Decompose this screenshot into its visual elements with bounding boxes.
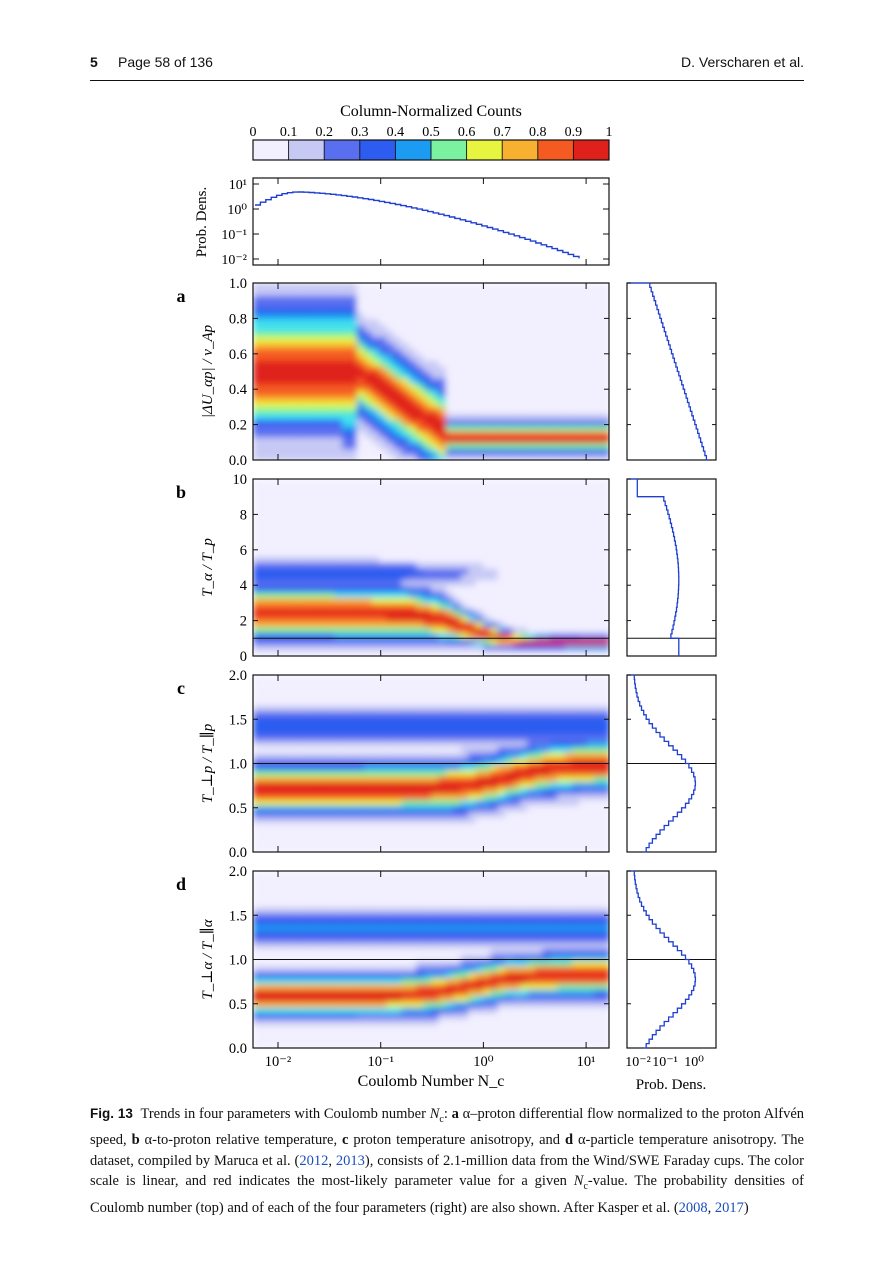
panel-letter: d [176, 874, 186, 894]
colorbar-cell [253, 140, 289, 160]
side-xtick-label: 10⁰ [684, 1055, 704, 1070]
colorbar-tick-labels: 0 0.1 0.2 0.3 0.4 0.5 0.6 0.7 0.8 0.9 1 [250, 125, 613, 140]
colorbar-tick-label: 0.4 [387, 125, 405, 140]
colorbar-tick-label: 0.6 [458, 125, 476, 140]
colorbar-title: Column-Normalized Counts [340, 103, 522, 120]
side-curve-d [627, 870, 697, 1049]
ytick-label: 0.8 [229, 311, 247, 327]
ytick-label: 2.0 [229, 864, 247, 880]
side-density-b [626, 478, 717, 657]
citation-link[interactable]: 2008 [678, 1199, 708, 1216]
colorbar [252, 139, 610, 161]
ytick-label: 1.0 [229, 953, 247, 969]
panel-c: 2.0 1.5 1.0 0.5 0.0 c T_⊥p / T_∥p [177, 668, 717, 861]
colorbar-cell [537, 140, 574, 160]
colorbar-tick-label: 0.7 [493, 125, 511, 140]
figure-caption: Fig. 13 Trends in four parameters with C… [90, 1106, 805, 1216]
ytick-label: 4 [240, 578, 248, 594]
panel-ylabel: T_⊥α / T_∥α [199, 918, 216, 999]
side-x-axis-label: Prob. Dens. [636, 1077, 706, 1093]
ytick-label: 8 [240, 507, 247, 523]
heatmap-c [253, 675, 609, 852]
colorbar-cell [573, 140, 610, 160]
side-xtick-label: 10⁻¹ [652, 1055, 678, 1070]
side-curve-c [627, 674, 697, 853]
ytick-label: 1.5 [229, 712, 247, 728]
page-header: 5 Page 58 of 136 D. Verscharen et al. [90, 52, 804, 76]
top-ytick-label: 10⁻¹ [221, 228, 247, 243]
side-curve-b [627, 478, 680, 656]
top-ytick-label: 10¹ [229, 178, 247, 193]
colorbar-tick-label: 0 [250, 125, 257, 140]
panel-letter: c [177, 678, 185, 698]
top-ylabel: Prob. Dens. [194, 187, 210, 257]
panel-ylabel: T_α / T_p [200, 538, 216, 597]
ytick-label: 2.0 [229, 668, 247, 684]
side-x-tick-labels: 10⁻² 10⁻¹ 10⁰ [625, 1055, 704, 1070]
coulomb-number-density-curve [255, 191, 580, 259]
side-density-a [626, 282, 717, 461]
ytick-label: 0 [240, 649, 247, 665]
ytick-label: 0.4 [229, 382, 248, 398]
colorbar-cell [431, 140, 467, 160]
x-tick-labels: 10⁻² 10⁻¹ 10⁰ 10¹ [265, 1054, 596, 1070]
ytick-label: 0.0 [229, 453, 247, 469]
colorbar-cell [466, 140, 503, 160]
ytick-label: 0.5 [229, 801, 247, 817]
heatmap-b [253, 479, 609, 656]
xtick-label: 10⁰ [473, 1054, 494, 1070]
running-authors: D. Verscharen et al. [681, 54, 804, 70]
xtick-label: 10⁻¹ [367, 1054, 394, 1070]
header-rule [90, 80, 804, 81]
top-ytick-label: 10⁰ [227, 203, 247, 218]
colorbar-tick-label: 0.1 [280, 125, 298, 140]
figure-13: Column-Normalized Counts 0 0.1 0.2 0.3 0.4 0.… [176, 103, 717, 1093]
panel-ylabel: T_⊥p / T_∥p [199, 723, 216, 803]
citation-link[interactable]: 2012 [299, 1152, 329, 1169]
panel-a: 1.0 0.8 0.6 0.4 0.2 0.0 a |ΔU_αp| / v_Ap [177, 276, 717, 469]
ytick-label: 1.0 [229, 276, 247, 292]
x-axis-label: Coulomb Number N_c [358, 1073, 505, 1090]
ytick-label: 1.5 [229, 908, 247, 924]
ytick-label: 0.0 [229, 1041, 247, 1057]
ytick-label: 0.0 [229, 845, 247, 861]
colorbar-tick-label: 0.2 [315, 125, 333, 140]
chapter-number: 5 [90, 54, 98, 70]
top-ytick-label: 10⁻² [221, 253, 247, 268]
colorbar-cell [288, 140, 325, 160]
ytick-label: 6 [240, 543, 247, 559]
colorbar-cell [502, 140, 539, 160]
side-curve-a [627, 282, 708, 461]
panel-letter: a [177, 286, 186, 306]
top-prob-density-panel: Prob. Dens. 10¹ 10⁰ 10⁻¹ 10⁻² [194, 177, 610, 268]
panel-d: 2.0 1.5 1.0 0.5 0.0 d T_⊥α / T_∥α [176, 864, 717, 1057]
xtick-label: 10⁻² [265, 1054, 292, 1070]
citation-link[interactable]: 2017 [714, 1199, 744, 1216]
colorbar-cell [359, 140, 396, 160]
ytick-label: 2 [240, 614, 247, 630]
side-xtick-label: 10⁻² [625, 1055, 651, 1070]
ytick-label: 10 [233, 472, 248, 488]
ytick-label: 0.5 [229, 997, 247, 1013]
colorbar-tick-label: 1 [606, 125, 613, 140]
panel-letter: b [176, 482, 186, 502]
panel-ylabel: |ΔU_αp| / v_Ap [200, 324, 216, 418]
colorbar-tick-label: 0.9 [565, 125, 583, 140]
heatmap-d [253, 871, 609, 1048]
ytick-label: 0.6 [229, 347, 247, 363]
caption-label: Fig. 13 [90, 1106, 133, 1121]
colorbar-cell [395, 140, 432, 160]
page-label: Page 58 of 136 [118, 54, 213, 70]
heatmap-a [253, 283, 609, 460]
ytick-label: 0.2 [229, 418, 247, 434]
colorbar-cell [324, 140, 361, 160]
colorbar-tick-label: 0.3 [351, 125, 369, 140]
xtick-label: 10¹ [577, 1054, 596, 1070]
panel-b: 10 8 6 4 2 0 b T_α / T_p [176, 472, 717, 665]
ytick-label: 1.0 [229, 757, 247, 773]
colorbar-tick-label: 0.5 [422, 125, 440, 140]
citation-link[interactable]: 2013 [335, 1152, 365, 1169]
colorbar-tick-label: 0.8 [529, 125, 547, 140]
